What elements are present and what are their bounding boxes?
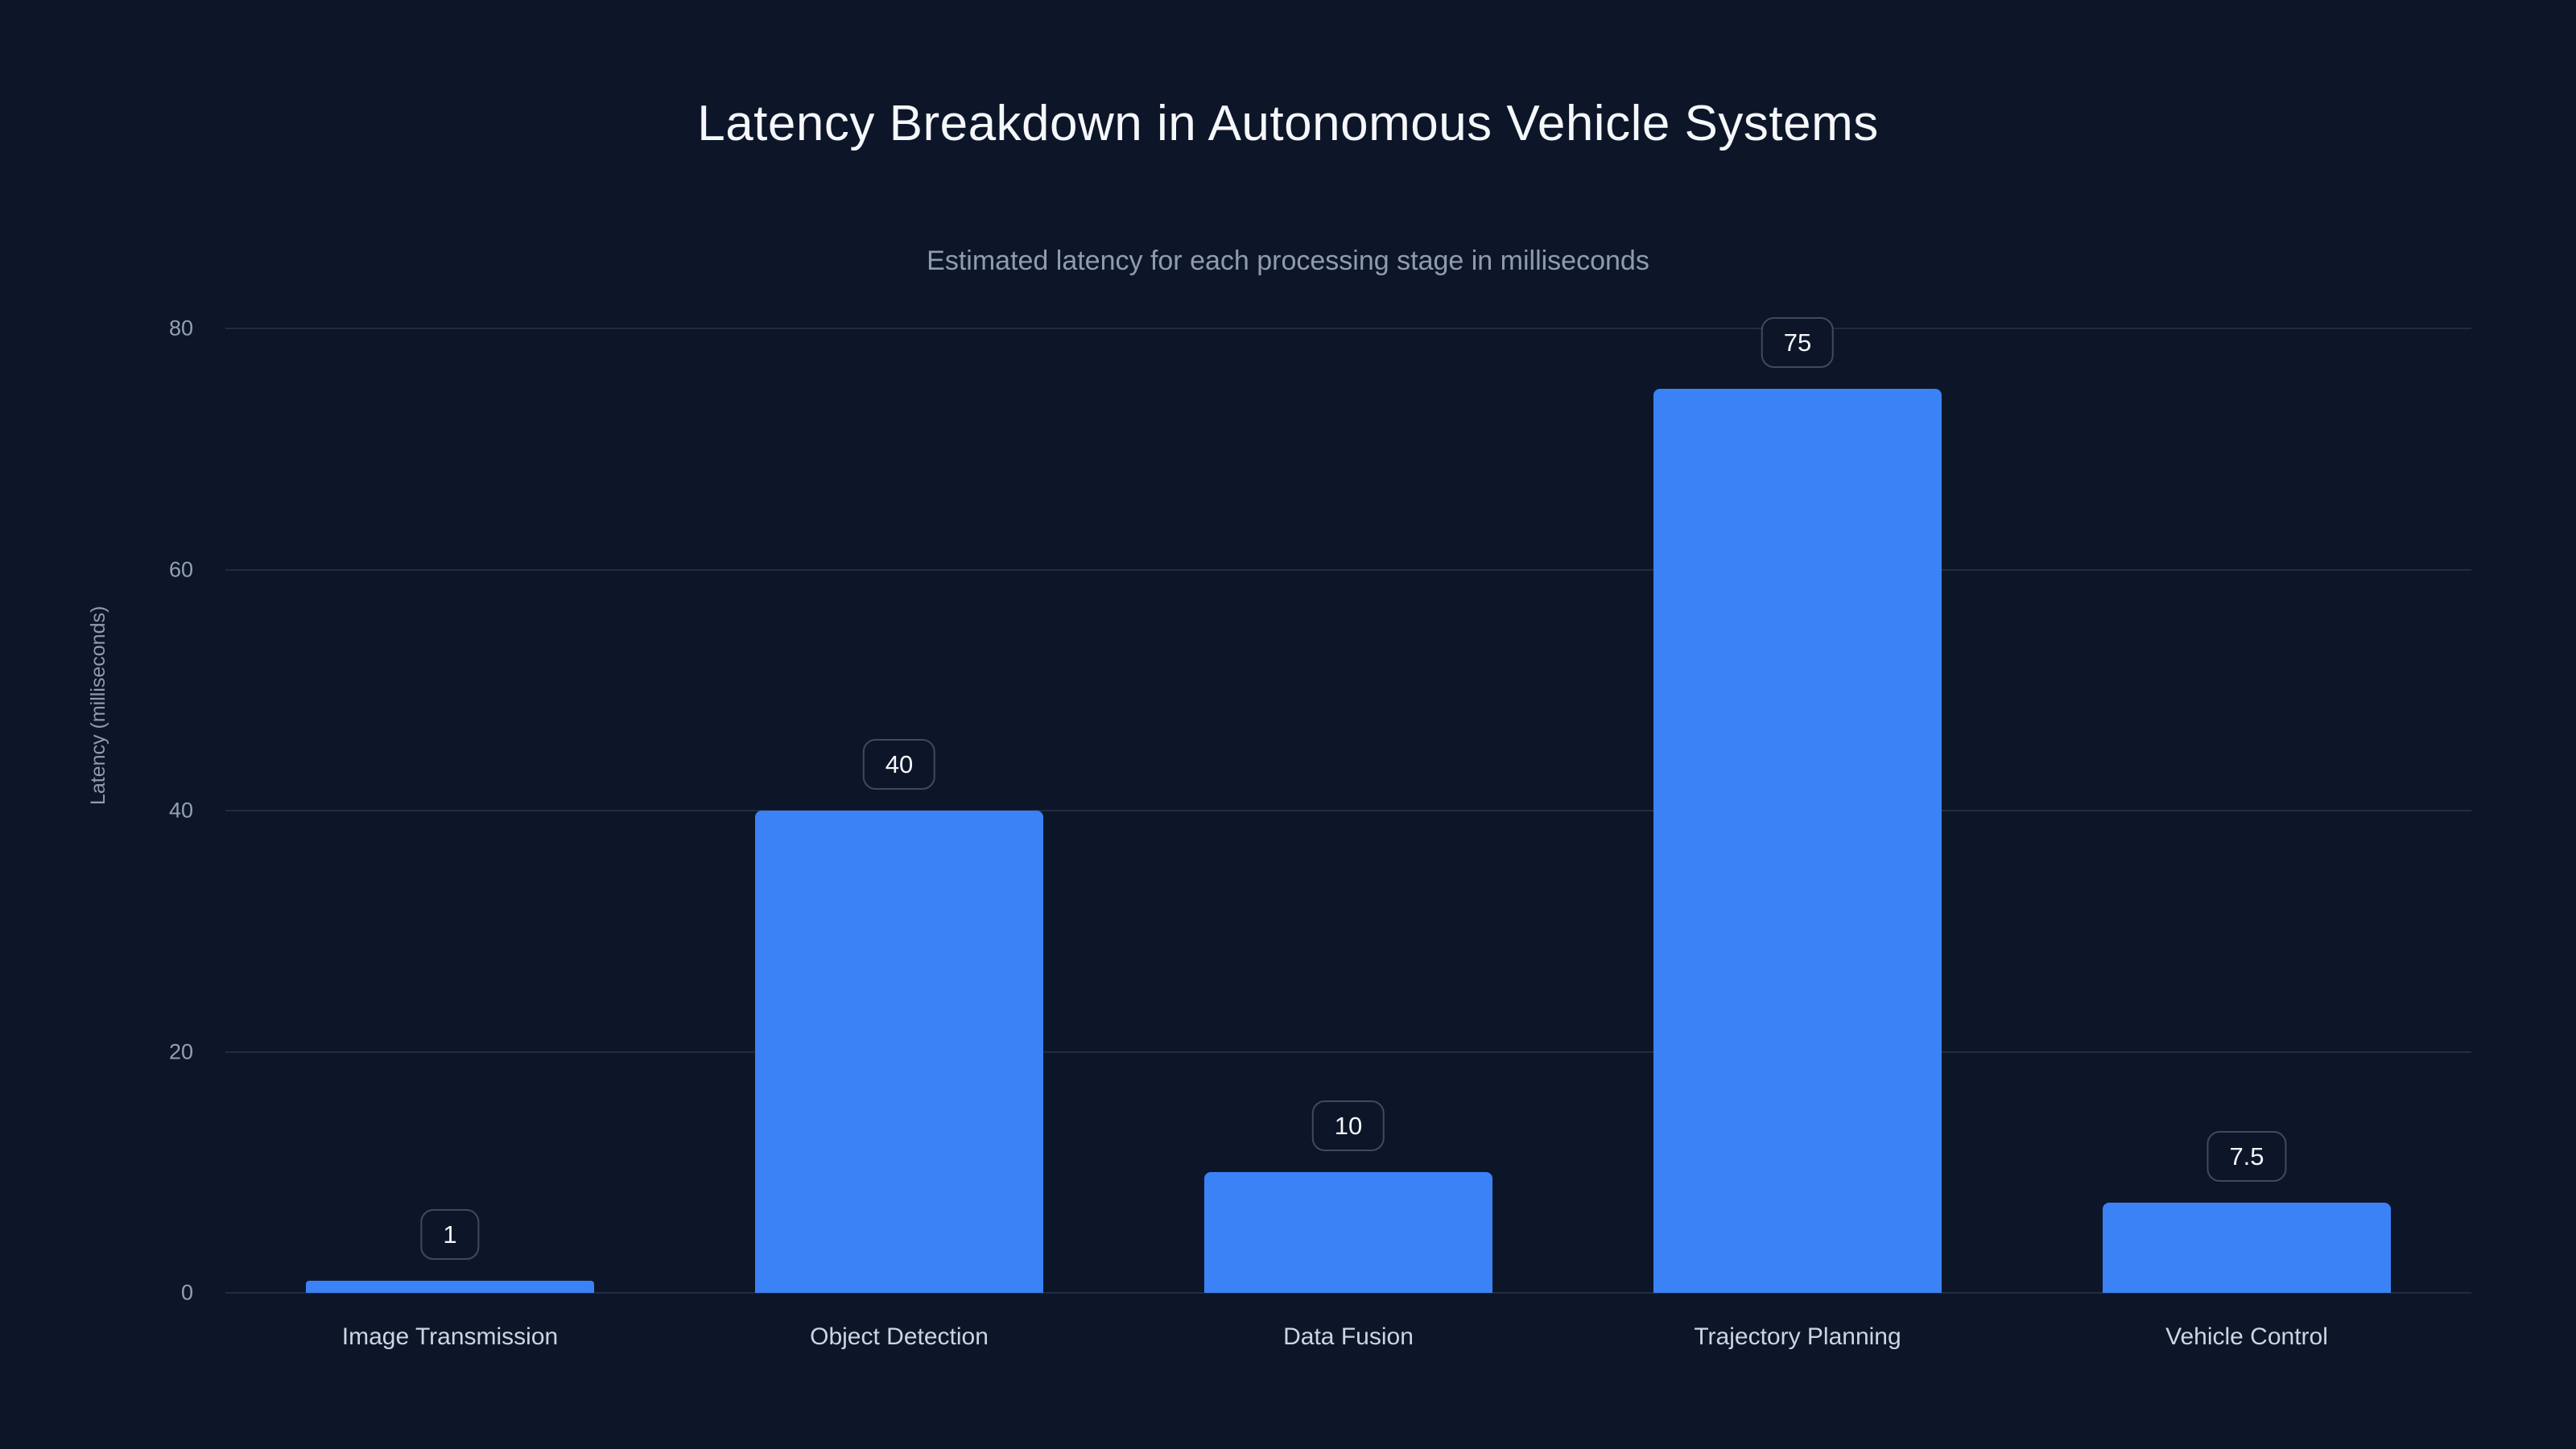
bar-column: 40 Object Detection xyxy=(675,328,1124,1350)
x-category-label: Vehicle Control xyxy=(2165,1323,2328,1350)
plot-area: 0 20 40 60 80 1 Image Transmission 40 Object Det… xyxy=(169,316,2471,1350)
bar-column: 1 Image Transmission xyxy=(225,328,675,1350)
gridline xyxy=(225,328,2471,329)
gridline xyxy=(225,810,2471,811)
bar-image-transmission xyxy=(306,1281,594,1293)
y-axis-label: Latency (milliseconds) xyxy=(87,605,109,805)
value-badge: 10 xyxy=(1311,1100,1385,1152)
bar-column: 7.5 Vehicle Control xyxy=(2022,328,2471,1350)
bar-object-detection xyxy=(755,811,1043,1293)
bar-data-fusion xyxy=(1204,1172,1492,1293)
gridline xyxy=(225,1292,2471,1294)
bar-trajectory-planning xyxy=(1653,388,1942,1293)
gridline xyxy=(225,1051,2471,1053)
x-category-label: Image Transmission xyxy=(341,1323,559,1350)
bar-vehicle-control xyxy=(2103,1202,2391,1293)
bar-columns: 1 Image Transmission 40 Object Detection 10 D… xyxy=(225,316,2471,1350)
bar-column: 75 Trajectory Planning xyxy=(1573,316,2022,1350)
x-category-label: Data Fusion xyxy=(1283,1323,1414,1350)
value-badge: 7.5 xyxy=(2207,1130,2287,1182)
value-badge: 1 xyxy=(420,1209,480,1261)
y-tick-label: 20 xyxy=(168,1039,193,1063)
x-category-label: Trajectory Planning xyxy=(1694,1323,1901,1350)
y-tick-label: 60 xyxy=(168,557,193,581)
bar-column: 10 Data Fusion xyxy=(1124,328,1573,1350)
y-tick-label: 80 xyxy=(168,316,193,341)
gridline xyxy=(225,568,2471,571)
y-tick-label: 40 xyxy=(168,798,193,823)
chart-title: Latency Breakdown in Autonomous Vehicle … xyxy=(697,96,1879,151)
value-badge: 40 xyxy=(862,739,936,790)
y-tick-label: 0 xyxy=(180,1280,193,1305)
chart-subtitle: Estimated latency for each processing st… xyxy=(927,246,1649,276)
x-category-label: Object Detection xyxy=(810,1323,989,1350)
value-badge: 75 xyxy=(1761,316,1835,368)
